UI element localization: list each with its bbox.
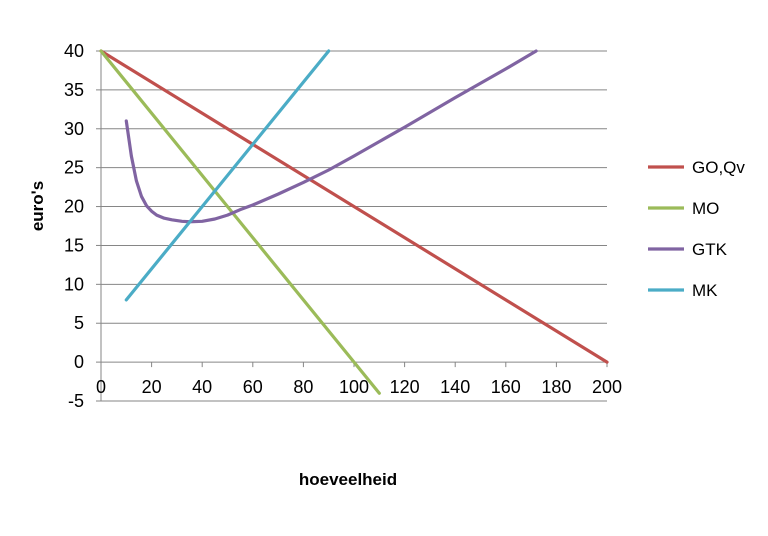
x-tick-label: 160 <box>491 377 521 397</box>
series-lines <box>99 49 609 395</box>
y-tick-label: 40 <box>64 41 84 61</box>
axes <box>96 50 608 402</box>
y-tick-label: 20 <box>64 197 84 217</box>
legend-label: MO <box>692 199 719 218</box>
series-line-go-qv <box>99 49 609 364</box>
x-tick-label: 60 <box>243 377 263 397</box>
x-tick-label: 20 <box>142 377 162 397</box>
x-axis-title: hoeveelheid <box>299 470 397 489</box>
y-axis-title: euro's <box>28 181 47 231</box>
y-tick-label: -5 <box>68 391 84 411</box>
series-line-mk <box>124 49 331 302</box>
y-tick-label: 30 <box>64 119 84 139</box>
tick-labels: 40 35 30 25 20 15 10 5 0 -5 0 20 40 60 80 100 120 140 160 1… <box>64 41 622 411</box>
y-tick-label: 5 <box>74 313 84 333</box>
x-tick-label: 100 <box>339 377 369 397</box>
y-tick-label: 35 <box>64 80 84 100</box>
x-tick-label: 140 <box>440 377 470 397</box>
x-tick-label: 200 <box>592 377 622 397</box>
y-tick-label: 0 <box>74 352 84 372</box>
gridlines <box>101 50 607 402</box>
series-line-mo <box>99 49 381 395</box>
legend-label: MK <box>692 281 718 300</box>
legend-label: GO,Qv <box>692 158 745 177</box>
legend: GO,Qv MO GTK MK <box>648 158 745 300</box>
x-tick-label: 180 <box>541 377 571 397</box>
x-tick-label: 0 <box>96 377 106 397</box>
y-tick-label: 10 <box>64 274 84 294</box>
x-tick-label: 40 <box>192 377 212 397</box>
x-tick-label: 80 <box>293 377 313 397</box>
y-tick-label: 25 <box>64 158 84 178</box>
legend-label: GTK <box>692 240 728 259</box>
series-line-gtk <box>124 49 538 224</box>
y-tick-label: 15 <box>64 235 84 255</box>
x-tick-label: 120 <box>390 377 420 397</box>
